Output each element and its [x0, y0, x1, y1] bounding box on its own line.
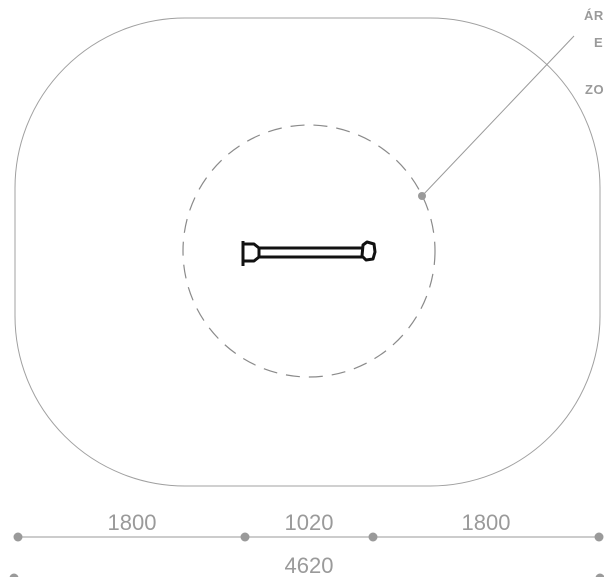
- callout-line-2: E: [594, 35, 603, 50]
- callout-line-1: ÁRI: [584, 8, 604, 23]
- callout-line-3: ZO: [585, 82, 604, 97]
- dimension-label-1: 1800: [108, 510, 157, 535]
- safety-zone-outline: [14, 17, 601, 487]
- dashed-zone-circle: [182, 124, 436, 378]
- equipment-symbol: [241, 240, 377, 266]
- dimension-label-2: 1020: [285, 510, 334, 535]
- dimension-tick: [594, 532, 604, 542]
- dimension-tick: [13, 532, 23, 542]
- dimension-tick: [368, 532, 378, 542]
- callout-leader-line: [421, 35, 575, 197]
- dimension-total-label: 4620: [285, 553, 334, 577]
- dimension-tick: [240, 532, 250, 542]
- dimension-total-tick-left: [9, 573, 19, 577]
- dimension-total-tick-right: [595, 573, 604, 577]
- callout-leader-dot: [418, 192, 426, 200]
- dimension-label-3: 1800: [462, 510, 511, 535]
